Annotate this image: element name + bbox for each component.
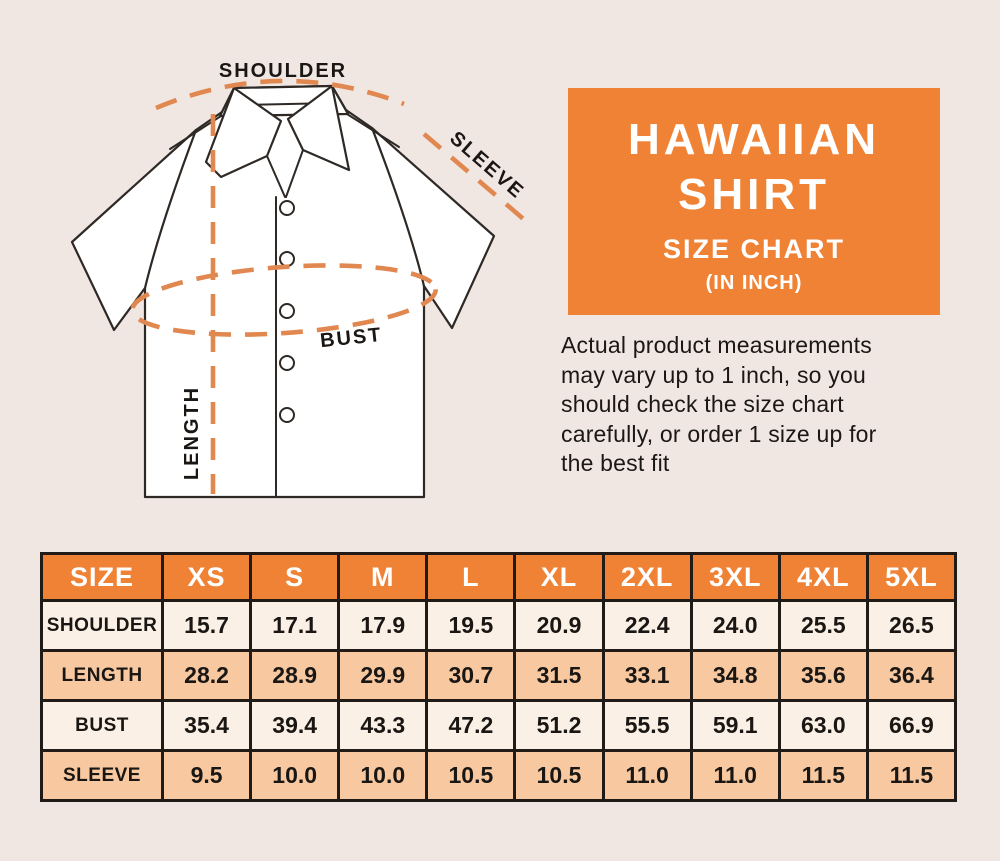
neckline-right: [285, 149, 304, 198]
measurement-row-length: LENGTH 28.2 28.9 29.9 30.7 31.5 33.1 34.8 35.6 36…: [40, 649, 958, 702]
size-value-cell: 11.5: [865, 749, 958, 802]
title-box: HAWAIIAN SHIRT SIZE CHART (IN INCH): [568, 88, 940, 315]
size-value-cell: 24.0: [689, 599, 781, 652]
size-value-cell: 59.1: [689, 699, 781, 752]
neckline-left: [266, 155, 286, 198]
size-value-cell: 10.5: [425, 749, 517, 802]
collar-left-lapel: [204, 86, 283, 179]
size-value-cell: 51.2: [513, 699, 605, 752]
row-label: BUST: [40, 699, 164, 752]
size-value-cell: 63.0: [777, 699, 869, 752]
size-value-cell: 28.9: [249, 649, 341, 702]
size-value-cell: 9.5: [160, 749, 253, 802]
size-header-l: L: [425, 552, 517, 602]
shirt-left-sleeve: [70, 128, 198, 332]
size-value-cell: 19.5: [425, 599, 517, 652]
size-value-cell: 35.6: [777, 649, 869, 702]
size-value-cell: 39.4: [249, 699, 341, 752]
shirt-button: [279, 407, 295, 423]
size-header-5xl: 5XL: [865, 552, 958, 602]
size-value-cell: 26.5: [865, 599, 958, 652]
size-value-cell: 17.1: [249, 599, 341, 652]
title-word-hawaiian: HAWAIIAN: [628, 115, 880, 164]
measurement-note: Actual product measurements may vary up …: [561, 332, 877, 476]
size-value-cell: 25.5: [777, 599, 869, 652]
shoulder-label: SHOULDER: [219, 60, 347, 82]
size-header-m: M: [337, 552, 429, 602]
row-label: LENGTH: [40, 649, 164, 702]
size-value-cell: 15.7: [160, 599, 253, 652]
size-value-cell: 55.5: [601, 699, 693, 752]
size-value-cell: 33.1: [601, 649, 693, 702]
size-table: SIZE XS S M L XL 2XL 3XL 4XL 5XL SHOULDER 15.7 17.1…: [40, 552, 958, 802]
size-value-cell: 17.9: [337, 599, 429, 652]
measurement-row-shoulder: SHOULDER 15.7 17.1 17.9 19.5 20.9 22.4 24.0 25.5…: [40, 599, 958, 652]
size-header-2xl: 2XL: [601, 552, 693, 602]
row-label: SHOULDER: [40, 599, 164, 652]
size-header-s: S: [249, 552, 341, 602]
size-value-cell: 29.9: [337, 649, 429, 702]
size-value-cell: 11.0: [601, 749, 693, 802]
size-value-cell: 66.9: [865, 699, 958, 752]
title-size-chart: SIZE CHART: [663, 234, 845, 264]
size-value-cell: 47.2: [425, 699, 517, 752]
shirt-measurement-diagram: SHOULDER SLEEVE BUST LENGTH: [70, 60, 529, 499]
size-value-cell: 43.3: [337, 699, 429, 752]
size-value-cell: 10.5: [513, 749, 605, 802]
title-unit: (IN INCH): [705, 272, 803, 294]
shoulder-seam-right: [346, 113, 400, 148]
size-header-3xl: 3XL: [689, 552, 781, 602]
measurement-row-sleeve: SLEEVE 9.5 10.0 10.0 10.5 10.5 11.0 11.0 11.5 11.…: [40, 749, 958, 802]
size-value-cell: 11.5: [777, 749, 869, 802]
sleeve-measure-line: [422, 132, 529, 224]
size-header-xl: XL: [513, 552, 605, 602]
size-value-cell: 10.0: [249, 749, 341, 802]
size-value-cell: 28.2: [160, 649, 253, 702]
size-value-cell: 20.9: [513, 599, 605, 652]
size-value-cell: 35.4: [160, 699, 253, 752]
shirt-right-sleeve: [370, 126, 496, 330]
shirt-button: [279, 251, 295, 267]
size-header-4xl: 4XL: [777, 552, 869, 602]
size-value-cell: 36.4: [865, 649, 958, 702]
shirt-button: [279, 355, 295, 371]
measurement-row-bust: BUST 35.4 39.4 43.3 47.2 51.2 55.5 59.1 63.0 66.9: [40, 699, 958, 752]
size-value-cell: 34.8: [689, 649, 781, 702]
size-table-head: SIZE XS S M L XL 2XL 3XL 4XL 5XL: [40, 552, 958, 602]
size-table-header-row: SIZE XS S M L XL 2XL 3XL 4XL 5XL: [40, 552, 958, 602]
size-header-xs: XS: [160, 552, 253, 602]
shirt-button: [279, 200, 295, 216]
bust-measure-ellipse: [130, 263, 438, 337]
size-value-cell: 11.0: [689, 749, 781, 802]
size-column-header: SIZE: [40, 552, 164, 602]
shirt-button: [279, 303, 295, 319]
shoulder-measure-arc: [155, 78, 405, 111]
title-word-shirt: SHIRT: [678, 170, 830, 219]
size-table-body: SHOULDER 15.7 17.1 17.9 19.5 20.9 22.4 24.0 25.5…: [40, 599, 958, 802]
size-value-cell: 22.4: [601, 599, 693, 652]
row-label: SLEEVE: [40, 749, 164, 802]
size-value-cell: 30.7: [425, 649, 517, 702]
size-value-cell: 31.5: [513, 649, 605, 702]
length-label: LENGTH: [181, 386, 203, 480]
size-value-cell: 10.0: [337, 749, 429, 802]
